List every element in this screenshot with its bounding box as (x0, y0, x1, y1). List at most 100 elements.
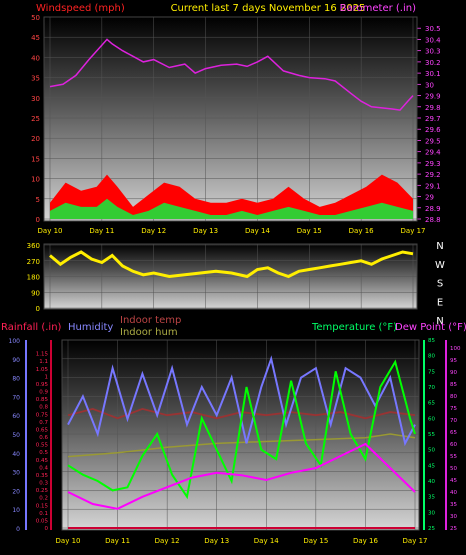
humidity-y-tick: 50 (12, 432, 20, 439)
temp-x-tick: Day 13 (204, 537, 229, 545)
legend-indoor-temp: Indoor temp (120, 315, 181, 326)
dew-y-tick: 100 (450, 346, 461, 352)
rain-y-tick: 0.4 (39, 465, 48, 471)
wind-x-tick: Day 17 (401, 227, 426, 235)
baro-y-tick: 29.7 (425, 115, 441, 123)
baro-y-tick: 29.9 (425, 93, 441, 101)
dew-y-tick: 85 (450, 382, 457, 388)
rain-y-tick: 1 (45, 374, 49, 380)
wind-y-tick: 5 (36, 196, 40, 204)
baro-y-tick: 29.6 (425, 126, 441, 134)
humidity-y-tick: 10 (12, 507, 20, 514)
wind-y-tick: 30 (31, 95, 40, 103)
temp-y-tick: 30 (428, 510, 435, 516)
dew-y-tick: 50 (450, 466, 457, 472)
rain-y-tick: 0.65 (36, 427, 49, 433)
baro-y-tick: 30.5 (425, 25, 441, 33)
temp-x-tick: Day 14 (254, 537, 280, 545)
wind-barometer-panel: 0 5 10 15 20 25 30 35 40 45 50 28.8 28.9 29 29.1 29.2 2… (31, 14, 441, 235)
baro-y-tick: 30.3 (425, 48, 441, 56)
dew-y-tick: 25 (450, 526, 457, 532)
temp-y-tick: 50 (428, 448, 435, 454)
baro-y-tick: 29.3 (425, 160, 441, 168)
baro-y-tick: 29.4 (425, 149, 441, 157)
rain-y-tick: 0.6 (39, 435, 48, 441)
wind-y-tick: 15 (31, 155, 40, 163)
dew-y-tick: 80 (450, 394, 457, 400)
wind-y-tick: 35 (31, 75, 40, 83)
barometer-title: Barometer (.in) (340, 3, 416, 14)
baro-y-tick: 28.8 (425, 216, 441, 224)
wind-x-tick: Day 14 (245, 227, 271, 235)
rain-y-tick: 0.85 (36, 397, 49, 403)
rain-y-tick: 0.15 (36, 503, 49, 509)
temp-y-tick: 80 (428, 354, 435, 360)
barometer-line (49, 38, 414, 111)
temp-y-tick: 40 (428, 479, 435, 485)
windspeed-title: Windspeed (mph) (36, 3, 125, 14)
compass-label: S (437, 279, 443, 290)
direction-y-tick: 270 (27, 258, 40, 266)
humidity-y-tick: 40 (12, 451, 20, 458)
legend-temperature: Temperature (°F) (311, 322, 397, 333)
dew-y-tick: 90 (450, 370, 457, 376)
temp-y-tick: 60 (428, 416, 435, 422)
humidity-y-tick: 20 (12, 488, 20, 495)
baro-y-tick: 30.2 (425, 59, 441, 67)
temperature-humidity-panel: 0 10 20 30 40 50 60 70 80 90 100 0 0.050.1 0.150.2 0.2… (9, 338, 461, 545)
wind-x-tick: Day 12 (141, 227, 166, 235)
rain-y-tick: 0.7 (39, 420, 48, 426)
baro-y-tick: 29.2 (425, 171, 441, 179)
baro-y-tick: 28.9 (425, 205, 441, 213)
humidity-y-tick: 0 (16, 526, 20, 533)
wind-y-tick: 50 (31, 14, 40, 22)
dew-y-tick: 30 (450, 514, 457, 520)
temp-y-tick: 75 (428, 369, 435, 375)
direction-y-tick: 360 (27, 242, 40, 250)
rain-y-tick: 0.95 (36, 382, 49, 388)
wind-x-tick: Day 16 (349, 227, 375, 235)
temp-y-tick: 70 (428, 385, 435, 391)
rain-y-tick: 0.5 (39, 450, 48, 456)
temp-plot-border (61, 339, 420, 531)
dew-y-tick: 40 (450, 490, 457, 496)
temp-y-tick: 65 (428, 401, 435, 407)
windspeed-area (50, 174, 413, 219)
humidity-y-tick: 70 (12, 394, 20, 401)
dew-y-tick: 45 (450, 478, 457, 484)
wind-y-tick: 25 (31, 115, 40, 123)
chart-title: Current last 7 days November 16 2025 (171, 3, 366, 14)
legend-dew-point: Dew Point (°F) (395, 322, 466, 333)
baro-y-tick: 30.1 (425, 70, 441, 78)
temp-x-tick: Day 17 (403, 537, 428, 545)
rain-y-tick: 0.05 (36, 518, 49, 524)
rain-y-tick: 1.15 (36, 352, 49, 358)
wind-direction-line (49, 250, 414, 279)
temp-x-tick: Day 16 (353, 537, 379, 545)
wind-plot-border (43, 16, 418, 222)
rain-y-tick: 1.05 (36, 367, 49, 373)
baro-y-tick: 29 (425, 194, 434, 202)
humidity-y-tick: 90 (12, 357, 20, 364)
direction-plot-border (43, 243, 418, 310)
baro-y-tick: 29.1 (425, 182, 441, 190)
temp-y-tick: 85 (428, 338, 435, 344)
legend-rainfall: Rainfall (.in) (1, 322, 62, 333)
compass-label: E (437, 297, 443, 308)
rain-y-tick: 0.2 (39, 496, 48, 502)
rain-y-tick: 0.25 (36, 488, 49, 494)
humidity-line (67, 355, 416, 447)
humidity-y-tick: 100 (9, 338, 21, 345)
dew-y-tick: 70 (450, 418, 457, 424)
wind-y-tick: 40 (31, 54, 40, 62)
dew-y-tick: 75 (450, 406, 457, 412)
baro-y-tick: 30.4 (425, 36, 441, 44)
wind-x-tick: Day 13 (193, 227, 218, 235)
wind-y-tick: 10 (31, 176, 40, 184)
baro-y-tick: 29.8 (425, 104, 441, 112)
humidity-y-tick: 30 (12, 470, 20, 477)
wind-x-tick: Day 11 (89, 227, 114, 235)
dew-y-tick: 65 (450, 430, 457, 436)
wind-y-tick: 20 (31, 135, 40, 143)
